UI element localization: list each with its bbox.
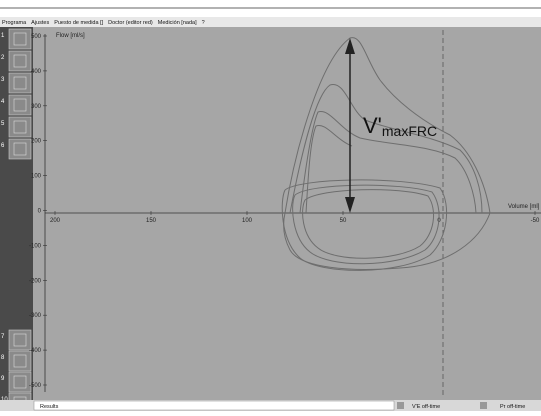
y-tick-label: 500 <box>31 34 42 40</box>
annotation-main: V' <box>363 113 382 138</box>
tool-icon <box>13 142 27 156</box>
y-tick-label: -400 <box>29 348 42 354</box>
tool-button[interactable] <box>8 28 32 50</box>
tool-number: 2 <box>1 55 5 61</box>
menu-item[interactable]: Doctor (editor red) <box>108 20 153 26</box>
x-tick-label: 200 <box>50 218 61 224</box>
menu-bar <box>0 17 541 27</box>
tool-number: 5 <box>1 121 5 127</box>
arrow-head <box>345 197 355 213</box>
loop <box>283 37 491 270</box>
annotation-sub: maxFRC <box>382 123 437 139</box>
tool-button[interactable] <box>8 94 32 116</box>
x-tick-label: 150 <box>146 218 157 224</box>
menu-item[interactable]: Programa <box>2 20 27 26</box>
y-tick-label: -500 <box>29 383 42 389</box>
tool-button[interactable] <box>8 350 32 372</box>
loop <box>289 84 483 214</box>
tool-button[interactable] <box>8 138 32 160</box>
y-tick-label: -200 <box>29 278 42 284</box>
status-text[interactable]: V'E off-time <box>412 404 440 410</box>
menu-item[interactable]: Ajustes <box>31 20 49 26</box>
y-tick-label: 400 <box>31 69 42 75</box>
loop <box>281 179 448 271</box>
x-tick-label: 0 <box>437 218 441 224</box>
tool-number: 4 <box>1 99 5 105</box>
loop <box>299 111 477 214</box>
tool-number: 3 <box>1 77 5 83</box>
annotation: V'maxFRC <box>363 113 437 139</box>
status-icon <box>480 402 487 409</box>
x-tick-label: -50 <box>531 218 540 224</box>
tool-icon <box>13 375 27 389</box>
flow-volume-loops <box>281 37 491 271</box>
y-tick-label: 0 <box>38 209 42 215</box>
x-axis-label: Volume [ml] <box>508 204 540 210</box>
menu-item[interactable]: Medición [nada] <box>158 20 197 26</box>
tool-button[interactable] <box>8 116 32 138</box>
status-text[interactable]: Pr off-time <box>500 404 525 410</box>
x-tick-label: 50 <box>340 218 347 224</box>
y-axis-label: Flow [ml/s] <box>56 33 85 39</box>
status-text: Results <box>40 404 59 410</box>
loop <box>292 184 440 265</box>
menu-items: Programa Ajustes Puesto de medida [] Doctor… <box>2 20 205 26</box>
status-icon <box>397 402 404 409</box>
status-field <box>33 400 395 411</box>
tool-number: 8 <box>1 355 5 361</box>
tool-button[interactable] <box>8 371 32 393</box>
y-tick-label: 300 <box>31 104 42 110</box>
tool-button[interactable] <box>8 50 32 72</box>
tool-icon <box>13 76 27 90</box>
plot-area <box>33 27 541 400</box>
tool-number: 7 <box>1 334 5 340</box>
menu-item[interactable]: Puesto de medida [] <box>54 20 103 26</box>
tool-button[interactable] <box>8 329 32 351</box>
x-tick-label: 100 <box>242 218 253 224</box>
loop <box>305 124 353 214</box>
tool-icon <box>13 32 27 46</box>
tool-number: 6 <box>1 143 5 149</box>
tool-icon <box>13 333 27 347</box>
y-tick-label: 100 <box>31 174 42 180</box>
loop <box>302 189 435 259</box>
menu-item[interactable]: ? <box>202 20 205 26</box>
tool-icon <box>13 98 27 112</box>
y-tick-label: -100 <box>29 243 42 249</box>
tool-icon <box>13 120 27 134</box>
tool-icon <box>13 54 27 68</box>
toolbar-buttons: 12345678910 <box>1 28 32 414</box>
arrow-head <box>345 38 355 54</box>
y-tick-label: -300 <box>29 313 42 319</box>
tool-icon <box>13 354 27 368</box>
tool-button[interactable] <box>8 72 32 94</box>
tool-number: 1 <box>1 33 5 39</box>
y-tick-label: 200 <box>31 139 42 145</box>
tool-number: 9 <box>1 376 5 382</box>
